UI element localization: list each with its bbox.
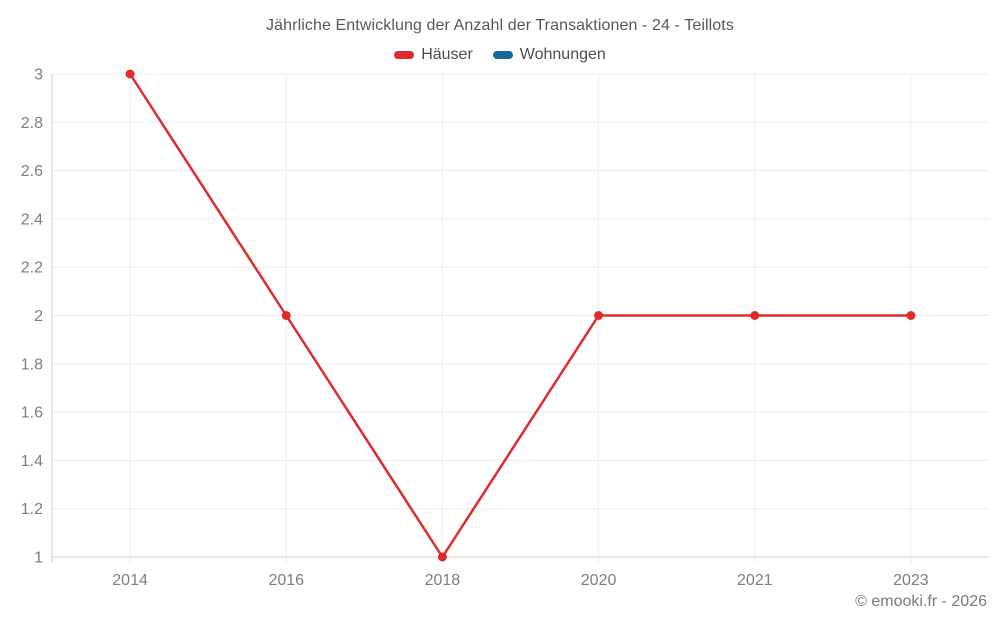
x-tick-label: 2016 xyxy=(268,572,304,589)
y-tick-label: 1.2 xyxy=(21,501,43,518)
data-point-häuser-2021[interactable] xyxy=(750,311,760,320)
data-point-häuser-2016[interactable] xyxy=(281,311,291,320)
y-tick-label: 1.8 xyxy=(21,356,43,373)
y-tick-label: 2.2 xyxy=(21,260,43,277)
legend-item-wohnungen[interactable]: Wohnungen xyxy=(492,46,606,64)
y-tick-label: 2.6 xyxy=(21,163,43,180)
legend-item-häuser[interactable]: Häuser xyxy=(394,46,473,64)
x-tick-label: 2020 xyxy=(581,572,617,589)
data-point-häuser-2018[interactable] xyxy=(437,552,447,562)
data-point-häuser-2014[interactable] xyxy=(125,69,135,79)
legend-swatch-icon xyxy=(492,51,513,59)
series-line-häuser xyxy=(128,72,913,559)
y-tick-label: 1.4 xyxy=(21,453,43,470)
y-tick-label: 3 xyxy=(34,67,43,84)
x-tick-label: 2014 xyxy=(112,572,148,589)
y-tick-label: 2.4 xyxy=(21,211,43,228)
legend-swatch-icon xyxy=(394,51,415,59)
y-tick-label: 2.8 xyxy=(21,115,43,132)
chart-title: Jährliche Entwicklung der Anzahl der Tra… xyxy=(266,17,734,34)
x-tick-label: 2021 xyxy=(737,572,773,589)
data-point-häuser-2020[interactable] xyxy=(594,311,604,320)
data-point-häuser-2023[interactable] xyxy=(906,311,916,320)
y-tick-label: 1.6 xyxy=(21,405,43,422)
legend-label: Häuser xyxy=(421,46,473,63)
legend-label: Wohnungen xyxy=(519,46,606,63)
x-tick-label: 2018 xyxy=(425,572,461,589)
y-tick-label: 2 xyxy=(34,308,43,325)
footer-credit-link[interactable]: © emooki.fr - 2026 xyxy=(855,593,987,610)
x-tick-label: 2023 xyxy=(893,572,929,589)
legend: Häuser Wohnungen xyxy=(0,46,1000,64)
y-tick-label: 1 xyxy=(34,550,43,567)
